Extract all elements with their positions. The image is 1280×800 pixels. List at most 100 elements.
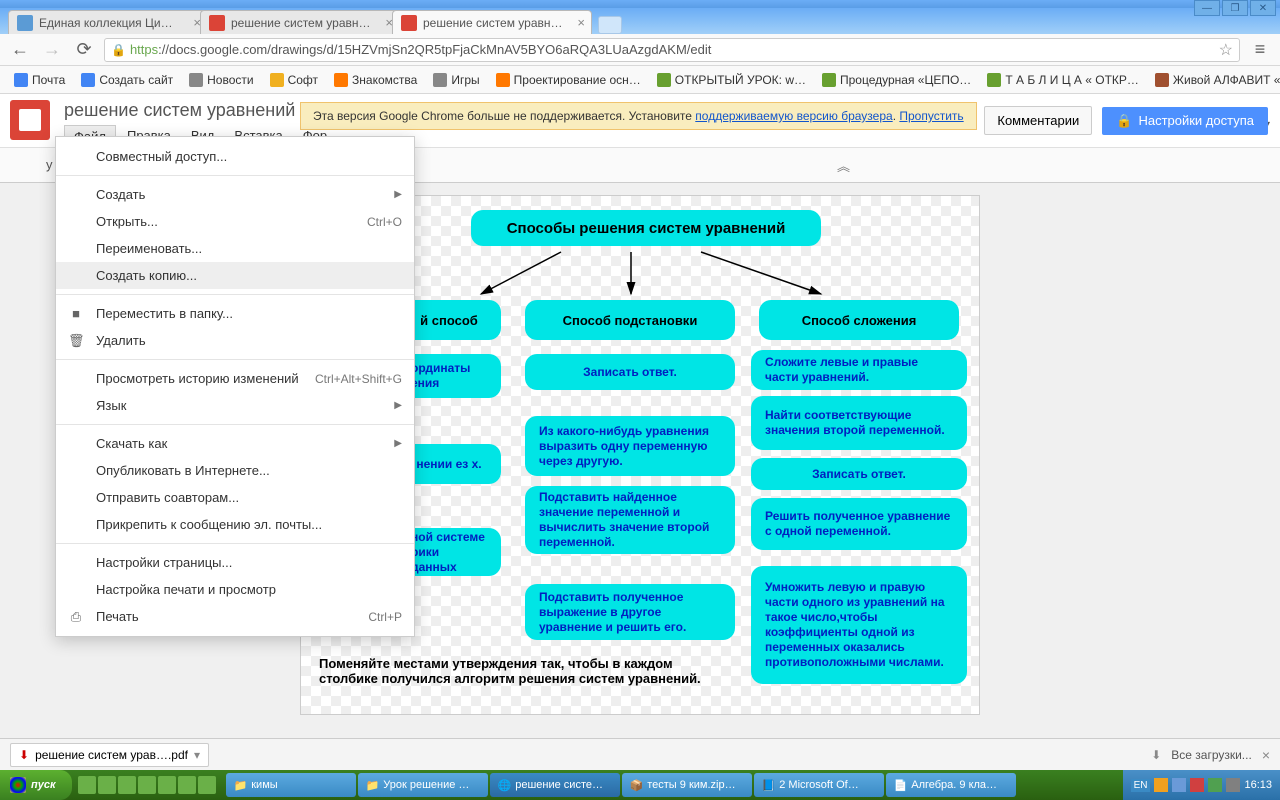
start-button[interactable]: пуск <box>0 770 72 800</box>
download-item[interactable]: ⬇ решение систем урав….pdf ▾ <box>10 743 209 767</box>
file-menu-item[interactable]: Создать▶ <box>56 181 414 208</box>
collapse-toolbar-icon[interactable]: ︽ <box>837 156 850 175</box>
favicon-icon <box>17 15 33 31</box>
bookmark-favicon-icon <box>334 73 348 87</box>
drawings-logo-icon[interactable] <box>10 100 50 140</box>
file-menu-item[interactable]: Настройки страницы... <box>56 549 414 576</box>
bookmark-item[interactable]: Живой АЛФАВИТ « О… <box>1149 71 1280 89</box>
clock[interactable]: 16:13 <box>1244 780 1272 791</box>
comments-button[interactable]: Комментарии <box>984 106 1092 135</box>
diagram-box[interactable]: Найти соответствующие значения второй пе… <box>751 396 967 450</box>
reload-button[interactable]: ⟳ <box>72 38 96 62</box>
file-menu-item[interactable]: Скачать как▶ <box>56 430 414 457</box>
share-button[interactable]: 🔒Настройки доступа <box>1102 107 1268 135</box>
menu-item-icon: ⎙ <box>68 609 84 625</box>
close-downloads-bar[interactable]: × <box>1262 747 1270 763</box>
bookmark-item[interactable]: Игры <box>427 71 485 89</box>
diagram-title-box[interactable]: Способы решения систем уравнений <box>471 210 821 246</box>
taskbar-item[interactable]: 📄Алгебра. 9 кла… <box>886 773 1016 797</box>
diagram-box[interactable]: Из какого-нибудь уравнения выразить одну… <box>525 416 735 476</box>
diagram-box[interactable]: Записать ответ. <box>751 458 967 490</box>
document-title[interactable]: решение систем уравнений <box>64 100 295 121</box>
taskbar-item[interactable]: 📁Урок решение … <box>358 773 488 797</box>
back-button[interactable]: ← <box>8 38 32 62</box>
download-dropdown-icon[interactable]: ▾ <box>194 748 200 762</box>
forward-button[interactable]: → <box>40 38 64 62</box>
ql-icon[interactable] <box>138 776 156 794</box>
menu-item-label: Создать <box>96 187 145 202</box>
bookmark-item[interactable]: Почта <box>8 71 71 89</box>
file-menu-item[interactable]: Совместный доступ... <box>56 143 414 170</box>
tray-icon[interactable] <box>1154 778 1168 792</box>
file-menu-item[interactable]: ■Переместить в папку... <box>56 300 414 327</box>
menu-item-label: Совместный доступ... <box>96 149 227 164</box>
close-tab-icon[interactable]: × <box>577 15 585 30</box>
taskbar-item[interactable]: 📁кимы <box>226 773 356 797</box>
bookmark-label: Живой АЛФАВИТ « О… <box>1173 73 1280 87</box>
bookmark-item[interactable]: Знакомства <box>328 71 423 89</box>
tray-icon[interactable] <box>1226 778 1240 792</box>
taskbar-item[interactable]: 📘2 Microsoft Of… <box>754 773 884 797</box>
lang-indicator[interactable]: EN <box>1131 779 1151 792</box>
ql-icon[interactable] <box>118 776 136 794</box>
diagram-box[interactable]: Записать ответ. <box>525 354 735 390</box>
minimize-button[interactable]: — <box>1194 0 1220 16</box>
submenu-arrow-icon: ▶ <box>394 438 402 449</box>
show-all-downloads[interactable]: Все загрузки... <box>1171 748 1252 762</box>
diagram-box[interactable]: Решить полученное уравнение с одной пере… <box>751 498 967 550</box>
close-window-button[interactable]: ✕ <box>1250 0 1276 16</box>
tray-icon[interactable] <box>1190 778 1204 792</box>
menu-item-label: Переименовать... <box>96 241 202 256</box>
url-input[interactable]: 🔒 https://docs.google.com/drawings/d/15H… <box>104 38 1240 62</box>
browser-tab[interactable]: решение систем уравнений× <box>392 10 592 34</box>
bookmark-item[interactable]: Новости <box>183 71 259 89</box>
ql-icon[interactable] <box>98 776 116 794</box>
bookmark-item[interactable]: Процедурная «ЦЕПО… <box>816 71 977 89</box>
file-menu-item[interactable]: 🗑Удалить <box>56 327 414 354</box>
diagram-box[interactable]: Подставить полученное выражение в другое… <box>525 584 735 640</box>
download-filename: решение систем урав….pdf <box>35 748 188 762</box>
file-menu-item[interactable]: Открыть...Ctrl+O <box>56 208 414 235</box>
bookmark-item[interactable]: ОТКРЫТЫЙ УРОК: w… <box>651 71 812 89</box>
bookmark-item[interactable]: Проектирование осн… <box>490 71 647 89</box>
ql-icon[interactable] <box>78 776 96 794</box>
bookmark-label: Софт <box>288 73 318 87</box>
bookmark-item[interactable]: Т А Б Л И Ц А « ОТКР… <box>981 71 1145 89</box>
browser-tab[interactable]: Единая коллекция Цифров× <box>8 10 208 34</box>
file-menu-item[interactable]: Опубликовать в Интернете... <box>56 457 414 484</box>
diagram-box[interactable]: Умножить левую и правую части одного из … <box>751 566 967 684</box>
file-menu-item[interactable]: Переименовать... <box>56 235 414 262</box>
bookmark-item[interactable]: Софт <box>264 71 324 89</box>
pdf-icon: ⬇ <box>19 748 29 762</box>
file-menu-item[interactable]: ⎙ПечатьCtrl+P <box>56 603 414 630</box>
warning-link-dismiss[interactable]: Пропустить <box>899 109 963 123</box>
file-menu-item[interactable]: Настройка печати и просмотр <box>56 576 414 603</box>
file-menu-item[interactable]: Создать копию... <box>56 262 414 289</box>
chrome-menu-icon[interactable]: ≡ <box>1248 39 1272 60</box>
ql-icon[interactable] <box>178 776 196 794</box>
file-menu-item[interactable]: Просмотреть историю измененийCtrl+Alt+Sh… <box>56 365 414 392</box>
diagram-box[interactable]: Подставить найденное значение переменной… <box>525 486 735 554</box>
taskbar-item[interactable]: 🌐решение систе… <box>490 773 620 797</box>
file-menu-item[interactable]: Отправить соавторам... <box>56 484 414 511</box>
file-menu-item[interactable]: Язык▶ <box>56 392 414 419</box>
ql-icon[interactable] <box>198 776 216 794</box>
diagram-box[interactable]: Сложите левые и правые части уравнений. <box>751 350 967 390</box>
ql-icon[interactable] <box>158 776 176 794</box>
bookmark-favicon-icon <box>987 73 1001 87</box>
bookmark-star-icon[interactable]: ☆ <box>1219 40 1233 60</box>
bookmark-item[interactable]: Создать сайт <box>75 71 179 89</box>
tray-icon[interactable] <box>1172 778 1186 792</box>
new-tab-button[interactable] <box>598 16 622 34</box>
bookmark-favicon-icon <box>14 73 28 87</box>
browser-tab[interactable]: решение систем уравнений× <box>200 10 400 34</box>
diagram-box[interactable]: Способ сложения <box>759 300 959 340</box>
bookmarks-bar: ПочтаСоздать сайтНовости Софт ЗнакомстваИг… <box>0 66 1280 94</box>
menu-item-icon: 🗑 <box>68 333 84 349</box>
diagram-box[interactable]: Способ подстановки <box>525 300 735 340</box>
taskbar-item[interactable]: 📦тесты 9 ким.zip… <box>622 773 752 797</box>
file-menu-item[interactable]: Прикрепить к сообщению эл. почты... <box>56 511 414 538</box>
maximize-button[interactable]: ❐ <box>1222 0 1248 16</box>
tray-icon[interactable] <box>1208 778 1222 792</box>
warning-link-update[interactable]: поддерживаемую версию браузера <box>695 109 892 123</box>
